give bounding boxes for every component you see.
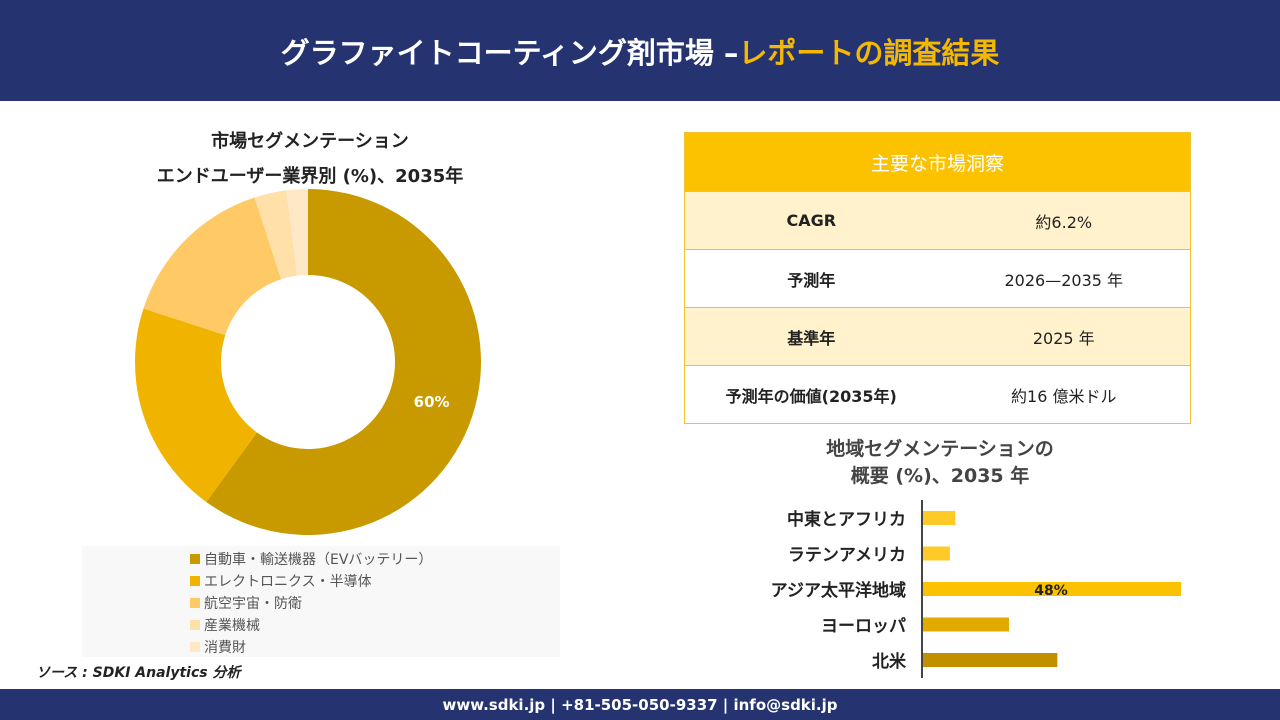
legend-swatch <box>190 576 200 586</box>
donut-slice <box>135 308 257 502</box>
insights-title: 主要な市場洞察 <box>685 133 1190 191</box>
legend-label: 航空宇宙・防衛 <box>204 596 302 612</box>
insight-row: 予測年の価値(2035年) 約16 億米ドル <box>685 365 1190 423</box>
header-banner: グラファイトコーティング剤市場 – レポートの調査結果 <box>0 0 1280 101</box>
bar-subtitle: 概要 (%)、2035 年 <box>850 465 1030 487</box>
bar-category-label: ラテンアメリカ <box>788 546 906 566</box>
insight-key: 予測年 <box>787 270 836 290</box>
bar <box>923 653 1058 667</box>
insight-key: CAGR <box>786 211 837 230</box>
bar <box>923 582 1181 596</box>
donut-data-label: 60% <box>414 393 450 411</box>
legend-label: 消費財 <box>204 640 246 656</box>
legend-item: エレクトロニクス・半導体 <box>190 570 560 592</box>
insight-key: 基準年 <box>787 328 836 348</box>
insight-value: 約16 億米ドル <box>1011 386 1117 406</box>
donut-legend: 自動車・輸送機器（EVバッテリー） エレクトロニクス・半導体 航空宇宙・防衛 産業機械… <box>82 546 560 657</box>
donut-slice <box>286 189 308 276</box>
legend-item: 自動車・輸送機器（EVバッテリー） <box>190 548 560 570</box>
donut-subtitle: エンドユーザー業界別 (%)、2035年 <box>156 166 464 187</box>
donut-title: 市場セグメンテーション <box>211 131 409 152</box>
donut-chart: 60% <box>135 189 482 535</box>
legend-item: 航空宇宙・防衛 <box>190 592 560 614</box>
legend-swatch <box>190 642 200 652</box>
insight-row: 基準年 2025 年 <box>685 307 1190 365</box>
insight-value: 2025 年 <box>1032 328 1095 348</box>
bar <box>923 511 956 525</box>
title-highlight: レポートの調査結果 <box>738 35 1000 70</box>
footer-contact: www.sdki.jp | +81-505-050-9337 | info@sd… <box>0 689 1280 720</box>
legend-label: エレクトロニクス・半導体 <box>204 574 372 590</box>
bar-category-label: ヨーロッパ <box>821 617 906 637</box>
donut-slice <box>254 190 298 280</box>
bar-category-label: 中東とアフリカ <box>787 509 906 530</box>
title-main: グラファイトコーティング剤市場 – <box>280 35 739 70</box>
bar-category-label: アジア太平洋地域 <box>771 580 906 601</box>
donut-slice <box>206 189 482 535</box>
legend-label: 自動車・輸送機器（EVバッテリー） <box>204 552 433 568</box>
legend-item: 産業機械 <box>190 614 560 636</box>
bar <box>923 617 1009 632</box>
bar-data-label: 48% <box>1034 583 1068 599</box>
legend-swatch <box>190 620 200 630</box>
insight-value: 約6.2% <box>1035 212 1093 232</box>
insights-table: 主要な市場洞察 CAGR 約6.2% 予測年 2026—2035 年基準年 2025 年… <box>684 132 1191 424</box>
donut-slice <box>143 197 282 336</box>
bar-title: 地域セグメンテーションの <box>826 438 1054 460</box>
insight-value: 2026—2035 年 <box>1004 270 1124 290</box>
legend-item: 消費財 <box>190 636 560 658</box>
source-note: ソース : SDKI Analytics 分析 <box>36 665 241 681</box>
insight-row: CAGR 約6.2% <box>685 191 1190 249</box>
legend-label: 産業機械 <box>204 618 260 634</box>
legend-swatch <box>190 554 200 564</box>
bar <box>923 546 950 561</box>
legend-swatch <box>190 598 200 608</box>
insight-row: 予測年 2026—2035 年 <box>685 249 1190 307</box>
insight-key: 予測年の価値(2035年) <box>725 386 897 406</box>
bar-category-label: 北米 <box>872 651 907 672</box>
